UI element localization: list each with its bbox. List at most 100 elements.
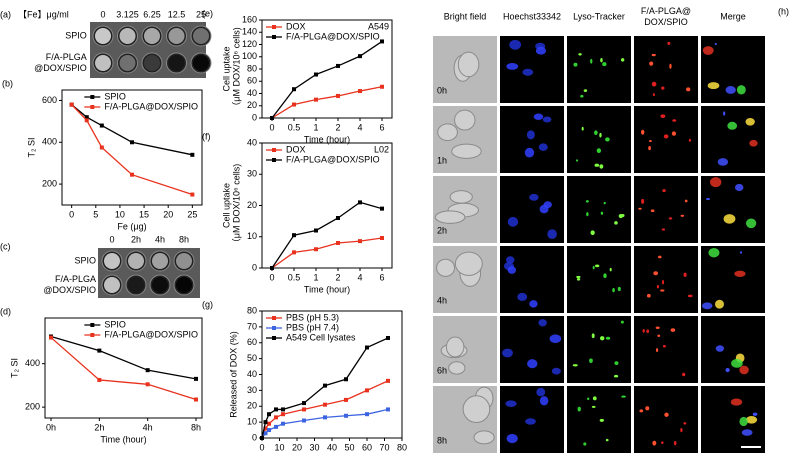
fluorescent-spot xyxy=(614,361,619,365)
fluorescent-spot xyxy=(640,129,645,135)
fluorescent-spot xyxy=(505,400,517,407)
data-point xyxy=(274,424,278,429)
data-point xyxy=(358,200,362,205)
data-point xyxy=(130,140,134,145)
fluorescent-spot xyxy=(506,63,519,70)
data-point xyxy=(263,420,268,425)
legend-marker xyxy=(90,95,95,99)
fluorescent-spot xyxy=(735,183,744,192)
fluorescent-spot xyxy=(502,348,513,358)
fluorescent-spot xyxy=(672,119,677,122)
column-header: Hoechst33342 xyxy=(503,11,561,21)
fluorescent-spot xyxy=(667,41,671,45)
fluorescent-spot xyxy=(603,273,607,279)
phantom-signal xyxy=(168,55,185,71)
series-line xyxy=(271,86,383,119)
fluorescent-spot xyxy=(589,358,593,363)
data-point xyxy=(194,376,198,381)
row-label: SPIO xyxy=(65,30,87,40)
fluorescent-spot xyxy=(662,345,666,348)
fluorescent-spot xyxy=(706,197,710,201)
fluorescent-spot xyxy=(745,415,758,424)
y-tick-label: 400 xyxy=(25,358,40,368)
fluorescent-spot xyxy=(590,230,595,236)
fluorescent-spot xyxy=(671,131,677,136)
y-axis-label: Cell uptake xyxy=(221,46,231,91)
x-tick-label: 0 xyxy=(269,122,274,132)
data-point xyxy=(302,418,306,423)
phantom-signal xyxy=(152,277,168,293)
phantom-signal xyxy=(193,28,209,44)
phantom-signal xyxy=(144,55,160,71)
fluorescent-spot xyxy=(656,285,660,289)
fluorescence-image xyxy=(567,246,631,313)
column-label: 2h xyxy=(131,234,141,244)
column-header: Merge xyxy=(720,11,746,21)
x-axis-label: Fe (μg) xyxy=(117,221,146,231)
legend-marker xyxy=(272,316,276,320)
fluorescent-spot xyxy=(740,251,743,254)
legend-marker xyxy=(90,323,95,327)
fluorescent-spot xyxy=(621,58,625,62)
legend-label: F/A-PLGA@DOX/SPIO xyxy=(286,154,380,164)
cell-outline xyxy=(436,258,456,277)
fluorescent-spot xyxy=(533,113,544,120)
fluorescent-spot xyxy=(651,81,657,87)
x-tick-label: 0.5 xyxy=(288,122,301,132)
data-point xyxy=(281,407,285,412)
row-label: @DOX/SPIO xyxy=(43,285,96,295)
series-line xyxy=(271,237,383,269)
data-point xyxy=(336,241,340,245)
cell-outline xyxy=(462,395,491,424)
fluorescence-image xyxy=(567,386,631,453)
data-point xyxy=(358,89,362,94)
fluorescence-image xyxy=(567,36,631,103)
column-label: 25 xyxy=(196,9,206,19)
y-tick-label: 20 xyxy=(247,100,257,110)
fluorescent-spot xyxy=(524,147,535,158)
fluorescent-spot xyxy=(673,440,677,446)
data-point xyxy=(97,377,102,382)
fluorescent-spot xyxy=(727,121,738,130)
data-point xyxy=(99,145,104,150)
y-tick-label: 0 xyxy=(252,432,257,442)
fluorescent-spot xyxy=(525,418,536,425)
legend-marker xyxy=(272,326,276,330)
legend: PBS (pH 5.3)PBS (pH 7.4)A549 Cell lysate… xyxy=(266,312,356,342)
y-axis-label: （μM DOX/10⁶ cells) xyxy=(231,164,241,247)
fluorescent-spot xyxy=(642,328,645,333)
y-tick-label: 120 xyxy=(242,39,257,49)
data-point xyxy=(145,368,150,373)
x-tick-label: 8h xyxy=(191,422,201,432)
fluorescent-spot xyxy=(580,94,584,98)
fluorescent-spot xyxy=(605,137,610,142)
fluorescent-spot xyxy=(752,412,758,416)
fluorescent-spot xyxy=(641,198,645,204)
x-tick-label: 30 xyxy=(309,442,319,452)
series-line xyxy=(50,337,197,401)
phantom-signal xyxy=(176,277,192,293)
data-point xyxy=(49,335,53,340)
row-label: 8h xyxy=(437,435,447,445)
cell-outline xyxy=(445,336,465,358)
phantom-signal xyxy=(152,253,168,269)
fluorescent-spot xyxy=(614,221,618,225)
fluorescence-image xyxy=(634,106,698,173)
data-point xyxy=(314,247,318,252)
fluorescent-spot xyxy=(613,374,619,378)
data-point xyxy=(84,118,89,123)
fluorescent-spot xyxy=(538,143,548,151)
y-tick-label: 10 xyxy=(247,231,257,241)
fluorescent-spot xyxy=(741,429,753,436)
fluorescent-spot xyxy=(725,86,736,94)
fluorescent-spot xyxy=(661,86,665,90)
fluorescent-spot xyxy=(702,46,714,55)
y-tick-label: 100 xyxy=(242,51,257,61)
fluorescent-spot xyxy=(620,320,624,324)
fluorescence-image xyxy=(567,316,631,383)
fluorescent-spot xyxy=(592,396,597,401)
data-point xyxy=(302,407,306,412)
phantom-signal xyxy=(168,28,185,44)
x-axis-label: Time (hour) xyxy=(304,134,350,144)
